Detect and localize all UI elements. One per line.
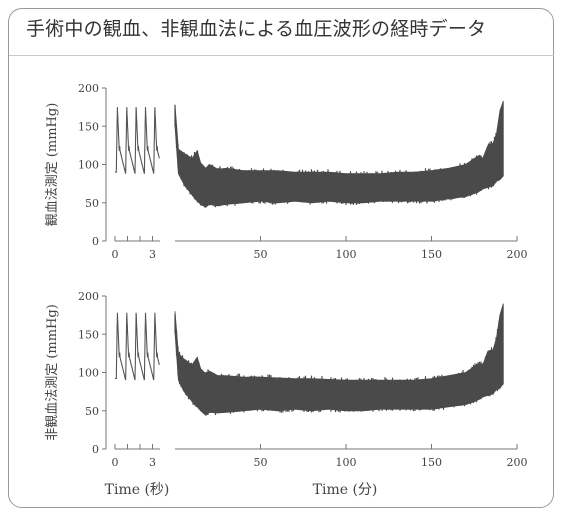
pressure-oscillation [174,309,503,415]
x-tick-label-seconds: 0 [112,456,119,469]
chart-card [8,8,554,508]
x-tick-label-seconds: 0 [112,248,119,261]
y-axis-label: 非観血法測定 (mmHg) [45,304,60,441]
x-tick-label-minutes: 100 [336,456,357,469]
y-tick-label: 100 [78,367,99,380]
invasive-chart: 観血法測定 (mmHg) 0 50 100 150 200 0 3 50 100 150 200 [45,82,528,261]
y-tick-label: 200 [78,82,99,95]
x-tick-label-minutes: 200 [507,456,528,469]
x-tick-label-seconds: 3 [149,248,156,261]
y-tick-label: 150 [78,328,99,341]
x-tick-label-minutes: 100 [336,248,357,261]
x-tick-label-minutes: 150 [421,248,442,261]
y-tick-label: 50 [85,405,99,418]
y-tick-label: 100 [78,159,99,172]
x-tick-label-seconds: 3 [149,456,156,469]
pulse-waveform [115,312,160,381]
y-tick-label: 200 [78,290,99,303]
x-tick-label-minutes: 150 [421,456,442,469]
title-divider [9,55,554,56]
x-axis-label-minutes: Time (分) [313,482,378,498]
y-axis-label: 観血法測定 (mmHg) [45,103,60,227]
x-tick-label-minutes: 200 [507,248,528,261]
x-axis-label-seconds: Time (秒) [105,482,170,498]
x-tick-label-minutes: 50 [254,248,268,261]
y-tick-label: 0 [92,443,99,456]
y-tick-label: 50 [85,197,99,210]
y-tick-label: 150 [78,120,99,133]
pulse-waveform [115,107,160,174]
y-tick-label: 0 [92,235,99,248]
pressure-oscillation [174,104,503,208]
x-tick-label-minutes: 50 [254,456,268,469]
noninvasive-chart: 非観血法測定 (mmHg) 0 50 100 150 200 0 3 50 100 150 200 [45,290,528,469]
chart-title: 手術中の観血、非観血法による血圧波形の経時データ [26,18,487,40]
